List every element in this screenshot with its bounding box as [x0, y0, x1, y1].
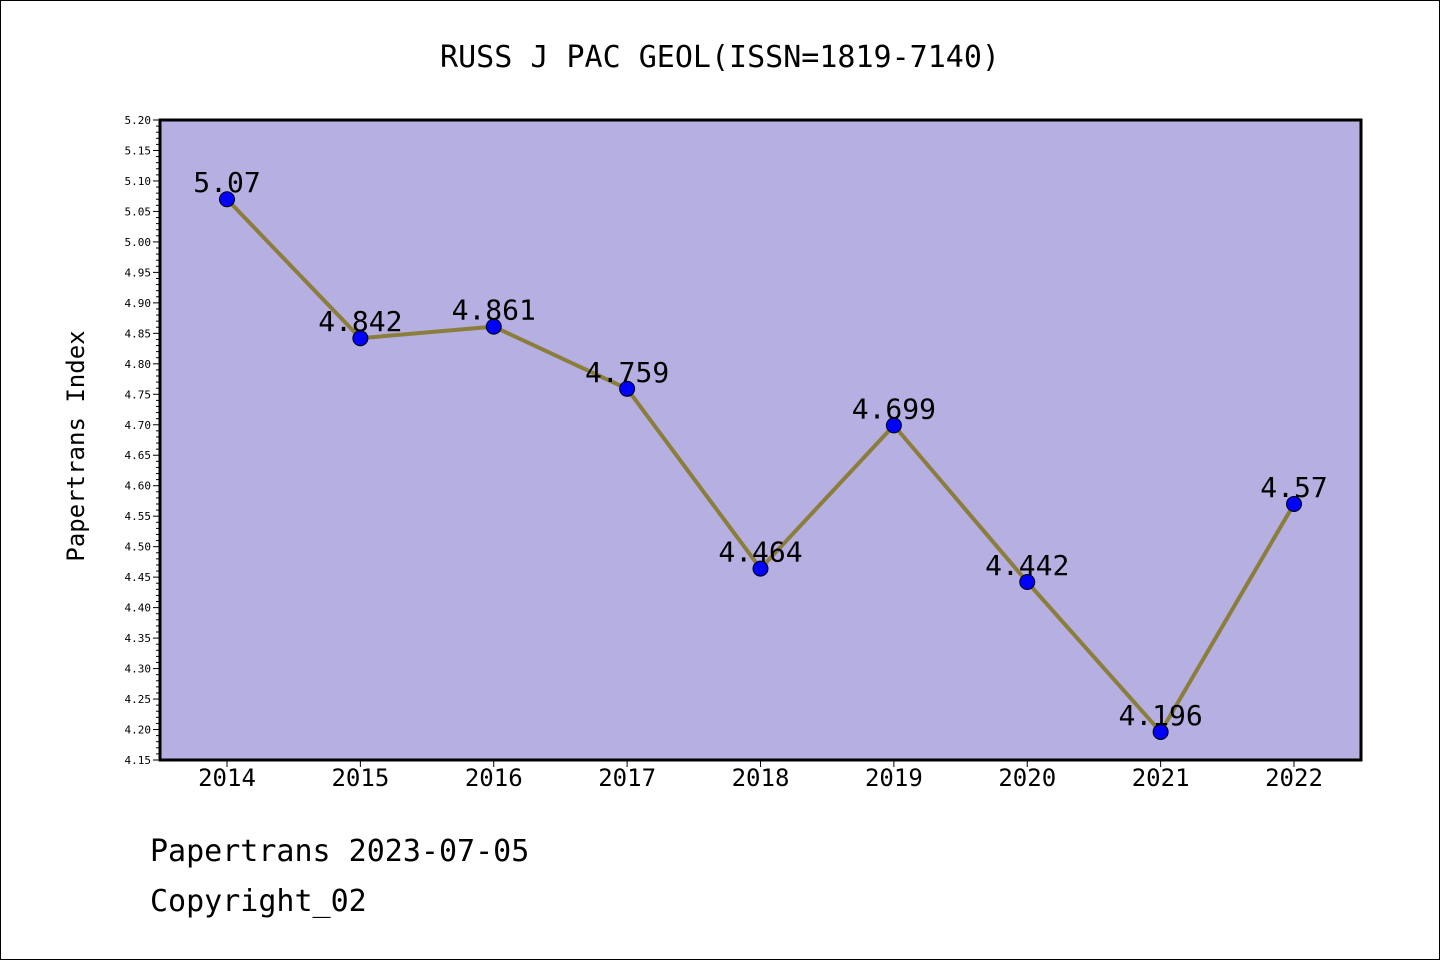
data-point: [352, 330, 369, 347]
y-tick-label: 4.65: [125, 449, 152, 462]
y-tick-label: 4.30: [125, 663, 152, 676]
y-tick-label: 4.55: [125, 510, 152, 523]
x-tick-label: 2018: [732, 764, 790, 792]
data-label: 4.57: [1260, 471, 1327, 504]
data-point: [619, 380, 636, 397]
data-point: [1286, 496, 1302, 512]
data-label: 4.861: [452, 294, 536, 327]
y-tick-label: 4.60: [125, 480, 152, 493]
x-axis: 2014 2015 2016 2017 2018 2019 2020 2021 2022: [198, 760, 1323, 792]
x-tick-label: 2014: [198, 764, 256, 792]
y-tick-label: 4.75: [125, 388, 152, 401]
data-point: [1152, 723, 1169, 740]
footer-copyright: Copyright_02: [150, 884, 367, 919]
y-tick-label: 5.00: [125, 236, 152, 249]
y-tick-label: 5.05: [125, 205, 152, 218]
x-tick-label: 2017: [598, 764, 656, 792]
y-tick-label: 5.15: [125, 144, 152, 157]
y-tick-label: 4.20: [125, 724, 152, 737]
y-tick-label: 4.45: [125, 571, 152, 584]
plot-area: [160, 120, 1361, 760]
data-label: 4.442: [985, 549, 1069, 582]
data-label: 4.842: [318, 305, 402, 338]
footer-date: Papertrans 2023-07-05: [150, 834, 530, 869]
y-tick-label: 4.90: [125, 297, 152, 310]
data-label: 4.196: [1118, 699, 1202, 732]
y-tick-label: 4.85: [125, 327, 152, 340]
data-point: [219, 191, 235, 208]
data-label: 4.464: [718, 536, 802, 569]
x-tick-label: 2019: [865, 764, 923, 792]
y-tick-label: 4.95: [125, 266, 152, 279]
plot-border: [158, 118, 1363, 762]
x-tick-label: 2020: [998, 764, 1056, 792]
y-tick-label: 4.80: [125, 358, 152, 371]
x-tick-label: 2015: [331, 764, 389, 792]
y-axis: 4.15 4.20 4.25 4.30 4.35 4.40 4.45 4.50 4.55 4.60…: [125, 114, 160, 767]
y-tick-label: 4.35: [125, 632, 152, 645]
y-tick-label: 4.50: [125, 541, 152, 554]
data-label: 5.07: [193, 166, 260, 199]
data-point: [1019, 574, 1036, 591]
x-tick-label: 2022: [1265, 764, 1323, 792]
data-label: 4.759: [585, 356, 669, 389]
y-tick-label: 5.20: [125, 114, 152, 127]
series-papertrans-index: 5.07 4.842 4.861 4.759 4.464 4.699 4.442 4.196 4…: [193, 166, 1328, 740]
data-point: [752, 560, 769, 577]
y-tick-label: 4.25: [125, 693, 152, 706]
x-tick-label: 2016: [465, 764, 523, 792]
y-tick-label: 4.15: [125, 754, 152, 767]
y-tick-label: 5.10: [125, 175, 152, 188]
y-axis-label: Papertrans Index: [62, 330, 90, 561]
x-tick-label: 2021: [1132, 764, 1190, 792]
data-point: [885, 417, 902, 434]
data-label: 4.699: [852, 392, 936, 425]
chart-title: RUSS J PAC GEOL(ISSN=1819-7140): [440, 40, 1000, 75]
y-tick-label: 4.70: [125, 419, 152, 432]
y-tick-label: 4.40: [125, 602, 152, 615]
data-point: [485, 318, 502, 335]
